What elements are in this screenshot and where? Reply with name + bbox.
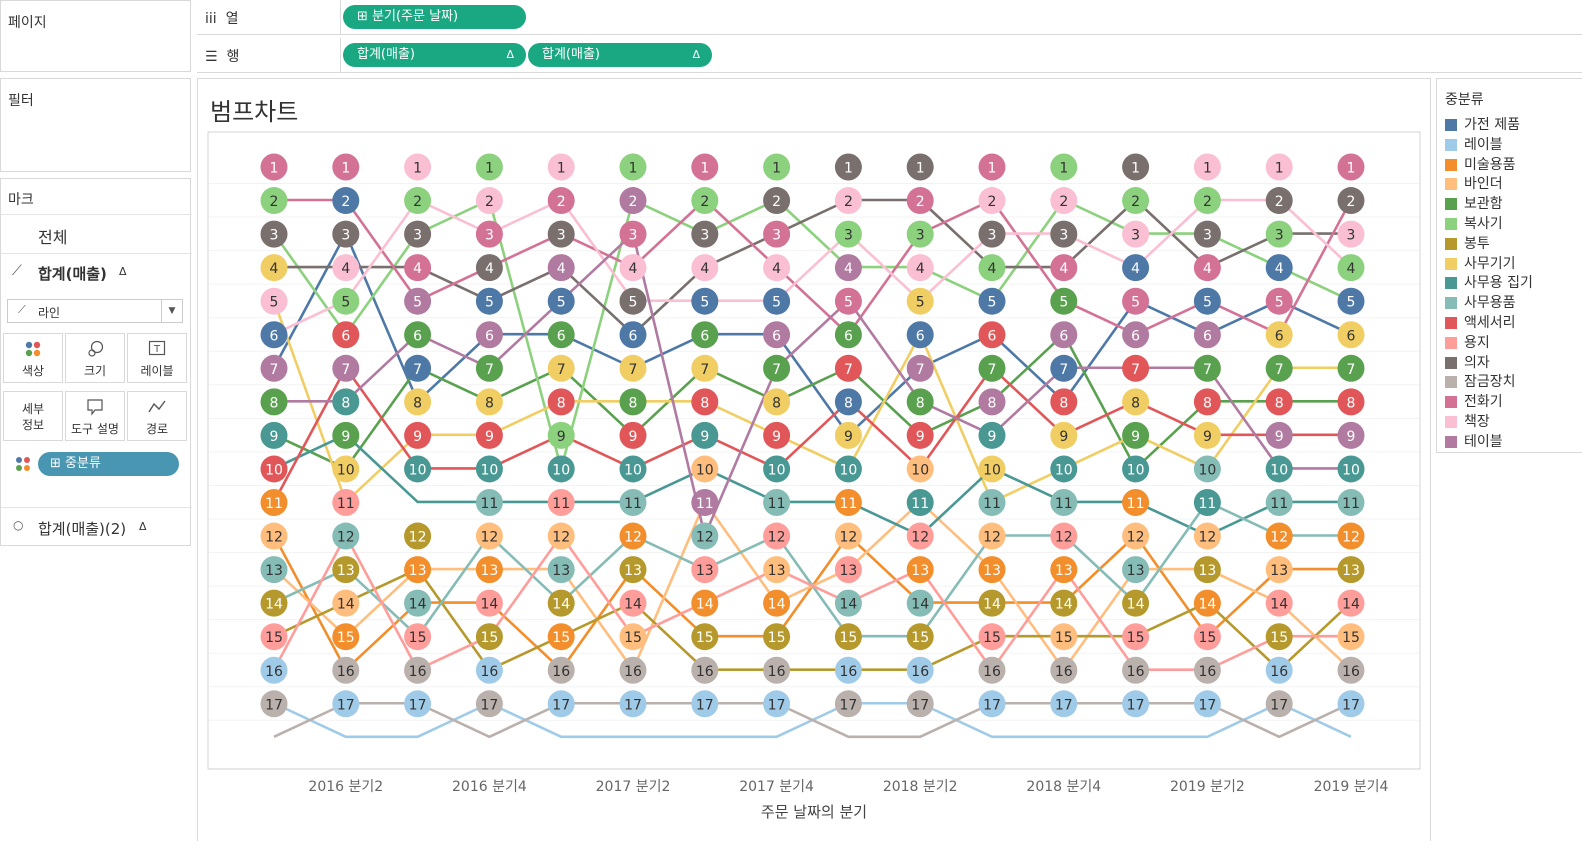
- marks-all-row[interactable]: 전체: [1, 214, 192, 253]
- rows-pill-2-label: 합계(매출): [542, 47, 600, 62]
- chart-pane: 범프차트: [197, 78, 1431, 841]
- marks-card: 마크 전체 ⟋ 합계(매출) Δ ⟋ 라인 ▼ 색상 크기 T 레이블 세부 정…: [0, 178, 192, 546]
- rows-shelf-label: ☰ 행: [205, 46, 239, 66]
- marks-measure2-row[interactable]: ○ 합계(매출)(2) Δ: [1, 507, 192, 546]
- legend-item-label: 사무기기: [1464, 255, 1516, 272]
- legend-item-label: 보관함: [1464, 196, 1503, 213]
- rows-label: 행: [226, 49, 240, 65]
- color-button-label: 색상: [21, 364, 45, 378]
- legend-swatch: [1445, 158, 1457, 171]
- mark-type-label: 라인: [38, 306, 61, 320]
- pages-shelf[interactable]: 페이지: [0, 0, 191, 72]
- legend-item-label: 가전 제품: [1464, 117, 1520, 133]
- color-encoding-icon: [15, 456, 31, 476]
- columns-icon: iii: [205, 11, 217, 27]
- line-mark-icon: ⟋: [12, 263, 22, 279]
- sum-sales-pill-2[interactable]: 합계(매출) Δ: [528, 43, 712, 67]
- color-button[interactable]: 색상: [3, 333, 63, 383]
- legend-item-label: 테이블: [1464, 433, 1503, 450]
- legend-item-label: 전화기: [1464, 394, 1503, 411]
- legend-item-label: 액세서리: [1464, 315, 1516, 331]
- label-button[interactable]: T 레이블: [127, 333, 187, 383]
- delta-icon: Δ: [119, 265, 127, 278]
- legend-item-label: 미술용품: [1464, 156, 1516, 173]
- legend-swatch: [1445, 119, 1457, 131]
- legend-item-label: 레이블: [1464, 136, 1503, 153]
- legend-swatch: [1445, 277, 1457, 290]
- legend-swatch: [1445, 237, 1457, 250]
- size-circles-icon: [66, 340, 124, 362]
- marks-measure2-label: 합계(매출)(2): [38, 520, 127, 538]
- color-dots-icon: [4, 340, 62, 362]
- tooltip-bubble-icon: [66, 398, 124, 420]
- chart-title: 범프차트: [210, 98, 299, 126]
- path-button[interactable]: 경로: [127, 391, 187, 441]
- mark-type-dropdown[interactable]: ⟋ 라인 ▼: [7, 299, 183, 323]
- marks-title: 마크: [8, 192, 34, 208]
- legend-item-label: 복사기: [1464, 216, 1503, 232]
- legend-swatch: [1445, 198, 1457, 211]
- tooltip-button-label: 도구 설명: [71, 422, 119, 436]
- legend-item-label: 봉투: [1464, 235, 1490, 252]
- marks-all-label: 전체: [38, 228, 68, 247]
- legend-swatch: [1445, 257, 1457, 270]
- legend-swatch: [1445, 178, 1457, 191]
- circle-mark-icon: ○: [13, 518, 24, 532]
- legend-swatch: [1445, 396, 1457, 409]
- delta-icon: Δ: [139, 520, 147, 533]
- legend-swatch: [1445, 416, 1457, 428]
- line-type-icon: ⟋: [18, 303, 26, 316]
- legend-item-label: 책장: [1464, 414, 1490, 430]
- sum-sales-pill-1[interactable]: 합계(매출) Δ: [343, 43, 526, 67]
- columns-label: 열: [225, 11, 239, 27]
- path-line-icon: [128, 398, 186, 420]
- path-button-label: 경로: [145, 422, 169, 436]
- delta-icon: Δ: [506, 48, 514, 61]
- legend-swatch: [1445, 218, 1457, 230]
- rows-shelf[interactable]: ☰ 행 합계(매출) Δ 합계(매출) Δ: [197, 38, 1582, 73]
- marks-measure-label: 합계(매출): [38, 265, 107, 283]
- columns-shelf-label: iii 열: [205, 8, 238, 28]
- rows-drop-area[interactable]: 합계(매출) Δ 합계(매출) Δ: [340, 38, 1582, 72]
- legend-item-label: 사무용품: [1464, 295, 1516, 312]
- columns-shelf[interactable]: iii 열 ⊞ 분기(주문 날짜): [197, 0, 1582, 35]
- filters-label: 필터: [8, 93, 34, 109]
- legend-swatch: [1445, 297, 1457, 310]
- svg-text:T: T: [153, 344, 161, 355]
- legend-item-label: 의자: [1464, 354, 1490, 371]
- expand-icon: ⊞: [50, 456, 66, 471]
- color-field-label: 중분류: [65, 456, 101, 471]
- legend-swatch: [1445, 376, 1457, 389]
- legend-swatch: [1445, 356, 1457, 369]
- legend-item-label: 잠금장치: [1464, 374, 1516, 391]
- pages-label: 페이지: [8, 15, 47, 31]
- color-field-pill[interactable]: ⊞ 중분류: [38, 452, 179, 476]
- size-button-label: 크기: [83, 364, 107, 378]
- rows-pill-1-label: 합계(매출): [357, 47, 415, 62]
- legend-title: 중분류: [1445, 92, 1484, 108]
- rows-icon: ☰: [205, 49, 218, 65]
- legend-swatch: [1445, 138, 1457, 151]
- label-t-icon: T: [128, 340, 186, 362]
- delta-icon: Δ: [692, 48, 700, 61]
- legend-item-label: 용지: [1464, 334, 1490, 351]
- detail-button-label: 세부 정보: [21, 402, 45, 432]
- size-button[interactable]: 크기: [65, 333, 125, 383]
- marks-measure-row[interactable]: ⟋ 합계(매출) Δ: [1, 253, 192, 292]
- tooltip-button[interactable]: 도구 설명: [65, 391, 125, 441]
- legend-item-label: 사무용 집기: [1464, 275, 1533, 292]
- legend-swatch: [1445, 336, 1457, 349]
- legend-swatch: [1445, 317, 1457, 329]
- filters-shelf[interactable]: 필터: [0, 78, 191, 172]
- label-button-label: 레이블: [140, 364, 174, 378]
- chevron-down-icon: ▼: [161, 300, 182, 322]
- columns-pill-label: 분기(주문 날짜): [372, 9, 459, 24]
- legend-item-label: 바인더: [1464, 176, 1503, 193]
- legend-swatch: [1445, 435, 1457, 448]
- quarter-order-date-pill[interactable]: ⊞ 분기(주문 날짜): [343, 5, 526, 29]
- columns-drop-area[interactable]: ⊞ 분기(주문 날짜): [340, 0, 1582, 34]
- detail-button[interactable]: 세부 정보: [3, 391, 63, 441]
